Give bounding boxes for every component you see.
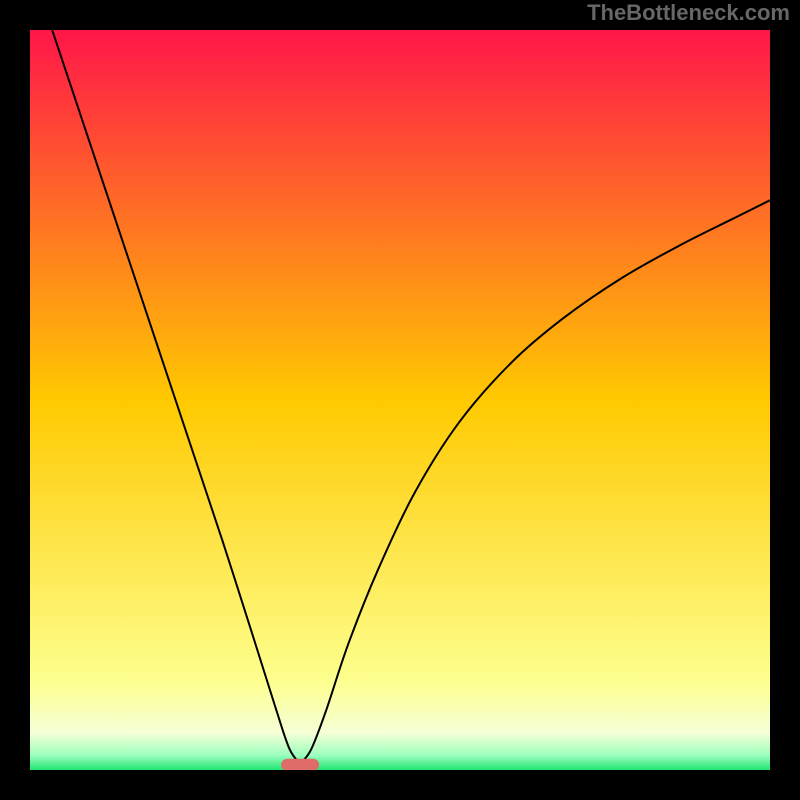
- minimum-marker: [282, 759, 319, 770]
- bottleneck-chart: [0, 0, 800, 800]
- watermark-text: TheBottleneck.com: [587, 0, 790, 26]
- chart-container: TheBottleneck.com: [0, 0, 800, 800]
